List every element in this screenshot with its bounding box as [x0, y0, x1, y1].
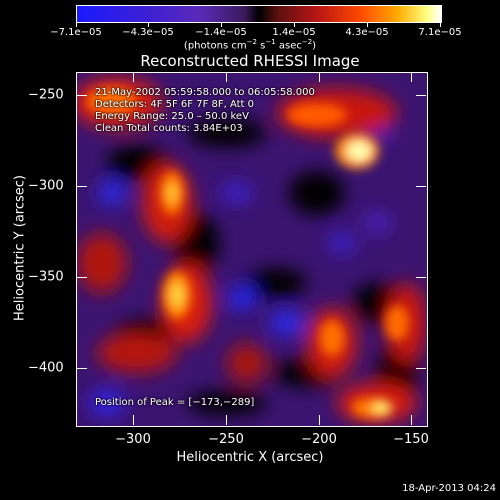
clean-counts-annotation: Clean Total counts: 3.84E+03 — [95, 123, 243, 134]
x-tick-mark — [226, 72, 227, 82]
x-tick-label: −200 — [301, 432, 337, 447]
y-tick-mark — [77, 277, 87, 278]
rhessi-image-panel: 21-May-2002 05:59:58.000 to 06:05:58.000… — [76, 72, 428, 427]
colorbar — [76, 5, 442, 23]
time-range-annotation: 21-May-2002 05:59:58.000 to 06:05:58.000 — [95, 87, 315, 98]
x-tick-mark — [133, 415, 134, 425]
x-tick-mark — [226, 415, 227, 425]
rhessi-image-map — [77, 73, 427, 426]
colorbar-tick-label: −1.4e−05 — [195, 27, 247, 38]
colorbar-tick-label: 7.1e−05 — [418, 27, 462, 38]
x-tick-label: −250 — [208, 432, 244, 447]
y-tick-label: −250 — [28, 87, 64, 103]
x-tick-mark — [319, 415, 320, 425]
energy-range-annotation: Energy Range: 25.0 – 50.0 keV — [95, 111, 249, 122]
y-axis-label: Heliocentric Y (arcsec) — [12, 175, 28, 321]
peak-position-annotation: Position of Peak = [−173,−289] — [95, 397, 255, 408]
colorbar-tick — [148, 22, 149, 27]
colorbar-tick — [367, 22, 368, 27]
x-tick-mark — [133, 72, 134, 82]
colorbar-tick-label: −7.1e−05 — [50, 27, 102, 38]
x-axis-label: Heliocentric X (arcsec) — [176, 450, 324, 465]
colorbar-tick — [221, 22, 222, 27]
colorbar-tick-label: −4.3e−05 — [122, 27, 174, 38]
y-tick-label: −300 — [28, 178, 64, 194]
x-tick-label: −300 — [115, 432, 151, 447]
x-tick-mark — [411, 72, 412, 82]
y-tick-label: −350 — [28, 269, 64, 285]
y-tick-mark — [416, 186, 426, 187]
x-tick-label: −150 — [393, 432, 429, 447]
timestamp: 18-Apr-2013 04:24 — [402, 483, 496, 494]
y-tick-mark — [77, 95, 87, 96]
colorbar-tick — [76, 22, 77, 27]
y-tick-mark — [416, 368, 426, 369]
y-tick-mark — [416, 277, 426, 278]
colorbar-tick-label: 4.3e−05 — [345, 27, 389, 38]
colorbar-tick — [440, 22, 441, 27]
colorbar-unit-label: (photons cm−2 s−1 asec−2) — [183, 38, 317, 52]
x-tick-mark — [411, 415, 412, 425]
y-tick-mark — [77, 368, 87, 369]
image-title: Reconstructed RHESSI Image — [140, 52, 360, 70]
colorbar-tick-label: 1.4e−05 — [272, 27, 316, 38]
colorbar-tick — [294, 22, 295, 27]
y-tick-mark — [416, 95, 426, 96]
y-tick-label: −400 — [28, 360, 64, 376]
y-tick-mark — [77, 186, 87, 187]
detectors-annotation: Detectors: 4F 5F 6F 7F 8F, Att 0 — [95, 99, 255, 110]
x-tick-mark — [319, 72, 320, 82]
